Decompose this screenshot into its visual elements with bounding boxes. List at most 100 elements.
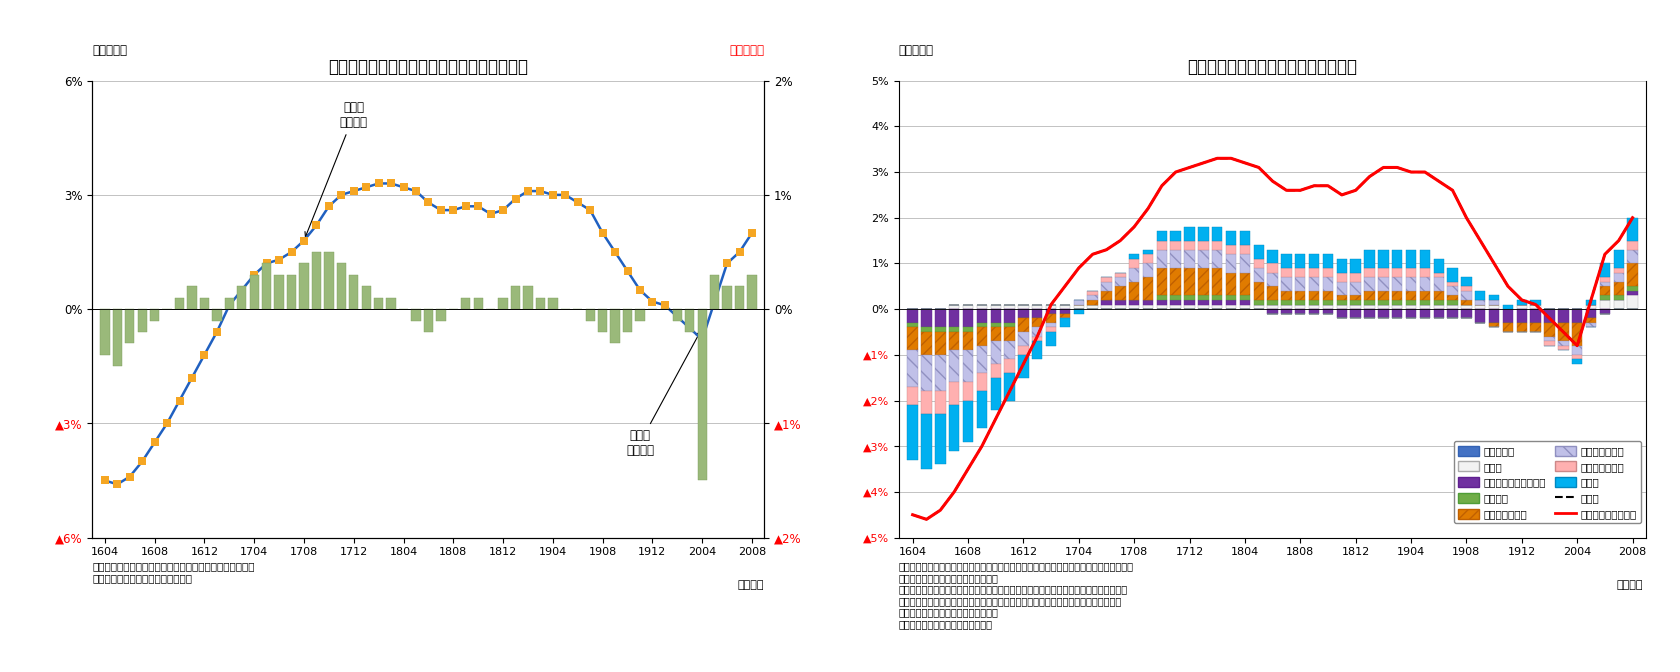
Bar	[1309, 309, 1319, 314]
Bar	[1322, 309, 1334, 314]
Point	[178, 372, 205, 383]
Bar	[1378, 268, 1389, 277]
Bar	[1351, 282, 1361, 296]
Bar	[1087, 291, 1097, 296]
Bar	[1309, 300, 1319, 304]
Point	[452, 201, 479, 212]
Bar	[1448, 304, 1458, 309]
Bar	[936, 309, 946, 327]
Bar	[1171, 231, 1181, 241]
Bar	[1448, 286, 1458, 296]
Bar	[474, 298, 482, 309]
Text: （前月比）: （前月比）	[729, 44, 764, 57]
Point	[265, 254, 292, 265]
Bar	[1517, 304, 1527, 309]
Bar	[375, 298, 383, 309]
Bar	[1351, 273, 1361, 282]
Bar	[921, 332, 932, 355]
Bar	[200, 298, 208, 309]
Bar	[1032, 341, 1042, 360]
Point	[141, 437, 168, 448]
Bar	[1393, 277, 1403, 291]
Bar	[1087, 304, 1097, 309]
Bar	[1378, 304, 1389, 309]
Text: 前年比
（左軸）: 前年比 （左軸）	[306, 101, 368, 237]
Bar	[991, 323, 1001, 327]
Bar	[1171, 304, 1181, 309]
Bar	[1240, 245, 1250, 254]
Bar	[1378, 291, 1389, 300]
Bar	[1393, 268, 1403, 277]
Bar	[312, 252, 321, 309]
Bar	[921, 414, 932, 469]
Point	[254, 258, 281, 269]
Bar	[1005, 323, 1015, 327]
Bar	[921, 355, 932, 391]
Bar	[511, 286, 521, 309]
Bar	[1142, 250, 1152, 254]
Point	[378, 178, 405, 189]
Bar	[1184, 241, 1194, 250]
Bar	[711, 275, 719, 309]
Bar	[1572, 345, 1583, 355]
Bar	[1599, 277, 1609, 282]
Bar	[1351, 259, 1361, 273]
Bar	[1047, 314, 1057, 323]
Bar	[1282, 277, 1292, 291]
Bar	[1488, 323, 1499, 327]
Point	[192, 349, 218, 360]
Bar	[1475, 309, 1485, 323]
Bar	[1047, 323, 1057, 327]
Bar	[598, 309, 606, 332]
Bar	[1628, 286, 1638, 291]
Bar	[734, 286, 744, 309]
Bar	[1211, 300, 1223, 304]
Bar	[1488, 296, 1499, 300]
Point	[689, 334, 716, 345]
Bar	[1599, 309, 1609, 314]
Bar	[1142, 254, 1152, 263]
Bar	[1184, 300, 1194, 304]
Bar	[936, 332, 946, 355]
Bar	[1420, 268, 1430, 277]
Point	[390, 182, 417, 193]
Bar	[1448, 300, 1458, 304]
Bar	[1211, 268, 1223, 296]
Bar	[610, 309, 620, 343]
Bar	[186, 286, 197, 309]
Bar	[1406, 304, 1416, 309]
Point	[664, 311, 690, 322]
Bar	[1226, 273, 1236, 296]
Bar	[1253, 282, 1263, 300]
Bar	[1047, 327, 1057, 332]
Bar	[1613, 268, 1625, 273]
Bar	[1406, 309, 1416, 319]
Bar	[1613, 296, 1625, 300]
Point	[627, 285, 654, 296]
Bar	[1322, 268, 1334, 277]
Bar	[1433, 291, 1443, 300]
Bar	[907, 387, 917, 405]
Text: （前年比）: （前年比）	[92, 44, 128, 57]
Point	[590, 228, 617, 239]
Bar	[1184, 268, 1194, 296]
Bar	[1530, 309, 1541, 323]
Bar	[936, 327, 946, 332]
Bar	[1226, 300, 1236, 304]
Bar	[1032, 327, 1042, 337]
Bar	[1420, 300, 1430, 304]
Bar	[1171, 250, 1181, 268]
Bar	[1116, 300, 1126, 304]
Bar	[274, 275, 284, 309]
Bar	[1032, 304, 1042, 309]
Bar	[1393, 304, 1403, 309]
Bar	[1378, 300, 1389, 304]
Bar	[963, 350, 973, 382]
Bar	[1530, 300, 1541, 304]
Bar	[1364, 304, 1374, 309]
Bar	[1351, 309, 1361, 319]
Bar	[1156, 268, 1168, 296]
Bar	[1032, 309, 1042, 319]
Bar	[1295, 268, 1305, 277]
Bar	[1322, 300, 1334, 304]
